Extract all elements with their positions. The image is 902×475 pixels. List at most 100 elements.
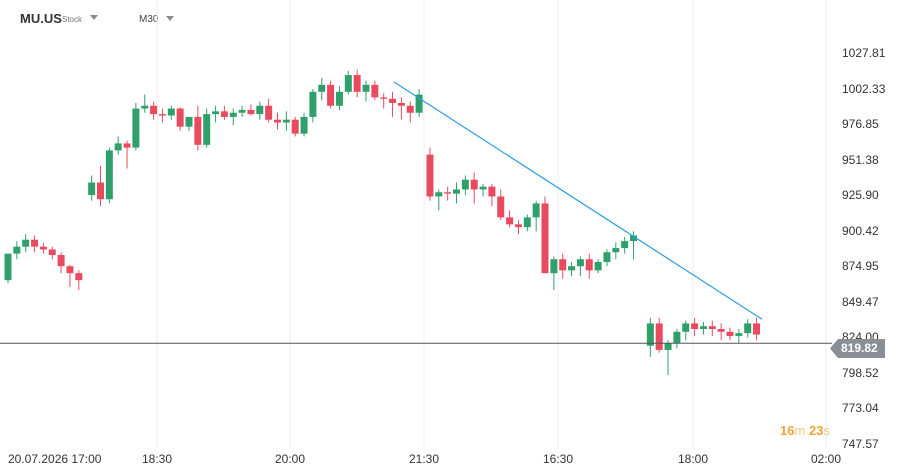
candle-up (415, 94, 423, 113)
y-tick-label: 951.38 (842, 152, 879, 167)
candle-down (39, 246, 47, 250)
symbol-dropdown-icon[interactable] (90, 15, 98, 20)
candle-down (123, 143, 131, 148)
candle-down (585, 259, 593, 271)
candle-down (497, 196, 505, 218)
candle-up (362, 84, 370, 92)
candle-up (568, 266, 576, 271)
candle-down (176, 108, 184, 127)
candle-down (488, 186, 496, 197)
candle-up (630, 235, 637, 242)
candle-down (48, 249, 56, 256)
candle-up (238, 109, 246, 113)
candle-down (265, 105, 273, 120)
x-tick-label: 18:00 (677, 452, 709, 466)
candle-down (541, 203, 549, 274)
y-tick-label: 900.42 (842, 223, 879, 238)
y-tick-label: 976.85 (842, 117, 879, 132)
candle-down (444, 192, 452, 194)
candle-down (726, 331, 734, 336)
candle-up (576, 259, 584, 267)
candle-up (594, 262, 602, 271)
x-tick-label: 02:00 (810, 452, 842, 466)
timeframe-selector[interactable]: M30 (139, 14, 159, 25)
candle-up (22, 239, 30, 247)
candle-up (435, 192, 443, 197)
y-tick-label: 773.04 (842, 401, 879, 416)
candle-down (247, 109, 255, 115)
y-tick-label: 747.57 (842, 437, 879, 451)
candle-up (523, 217, 531, 228)
y-tick-label: 874.95 (842, 259, 879, 274)
candle-down (97, 182, 104, 200)
x-tick-label: 18:30 (141, 452, 173, 466)
candle-down (150, 105, 158, 115)
candle-down (426, 154, 434, 197)
candle-up (621, 241, 629, 249)
candle-down (31, 239, 39, 247)
candle-down (406, 105, 414, 113)
candle-up (735, 333, 743, 336)
candle-up (532, 203, 540, 218)
candle-down (559, 259, 567, 271)
candle-down (753, 323, 761, 335)
countdown-minutes: 16 (780, 423, 795, 438)
candle-down (397, 102, 405, 106)
countdown-seconds-unit: s (823, 423, 830, 438)
candle-up (612, 248, 620, 253)
y-tick-label: 1027.81 (842, 46, 886, 60)
y-tick-label: 1002.33 (842, 81, 886, 96)
candle-up (309, 91, 317, 117)
candle-up (185, 116, 193, 127)
candle-down (655, 323, 663, 350)
current-price-tag: 819.82 (830, 339, 885, 358)
candle-down (291, 119, 299, 134)
candle-up (229, 112, 237, 117)
candle-down (194, 116, 202, 145)
candle-up (461, 179, 469, 190)
candle-down (691, 323, 699, 329)
candle-down (66, 266, 74, 274)
countdown-minutes-unit: m (794, 423, 806, 438)
candle-down (380, 97, 388, 99)
candle-up (300, 116, 308, 134)
candle-up (132, 108, 140, 148)
candle-down (353, 75, 361, 92)
current-price-label: 819.82 (841, 341, 878, 355)
candle-up (114, 143, 122, 151)
x-tick-label: 16:30 (542, 452, 574, 466)
candle-up (318, 84, 326, 92)
candle-up (550, 259, 558, 274)
candle-countdown: 16m 23s (780, 423, 830, 438)
candle-down (371, 84, 379, 98)
x-tick-label: 21:30 (408, 452, 440, 466)
candle-up (744, 323, 752, 334)
price-tag-shape (830, 339, 885, 358)
x-tick-label: 20.07.2026 17:00 (8, 452, 102, 466)
candle-down (389, 98, 397, 103)
candle-up (344, 75, 352, 92)
candle-up (141, 105, 149, 109)
candle-up (88, 182, 96, 196)
candle-up (603, 252, 611, 263)
candle-down (327, 84, 335, 106)
candle-down (158, 114, 166, 116)
candle-up (673, 331, 681, 343)
symbol-type: Stock (62, 15, 83, 24)
candle-up (664, 342, 672, 350)
y-tick-label: 798.52 (842, 365, 879, 380)
candle-up (4, 253, 12, 281)
trend-line (393, 81, 763, 320)
candle-down (274, 119, 281, 123)
countdown-seconds: 23 (808, 423, 824, 438)
timeframe-dropdown-icon[interactable] (166, 16, 174, 21)
candle-up (13, 246, 21, 254)
candle-down (514, 224, 522, 228)
candle-up (203, 114, 211, 145)
symbol-name[interactable]: MU.US (20, 11, 62, 26)
candle-down (708, 326, 716, 329)
candle-up (212, 111, 220, 115)
candle-up (167, 108, 175, 116)
chart-header: MU.US Stock M30 (0, 0, 902, 36)
